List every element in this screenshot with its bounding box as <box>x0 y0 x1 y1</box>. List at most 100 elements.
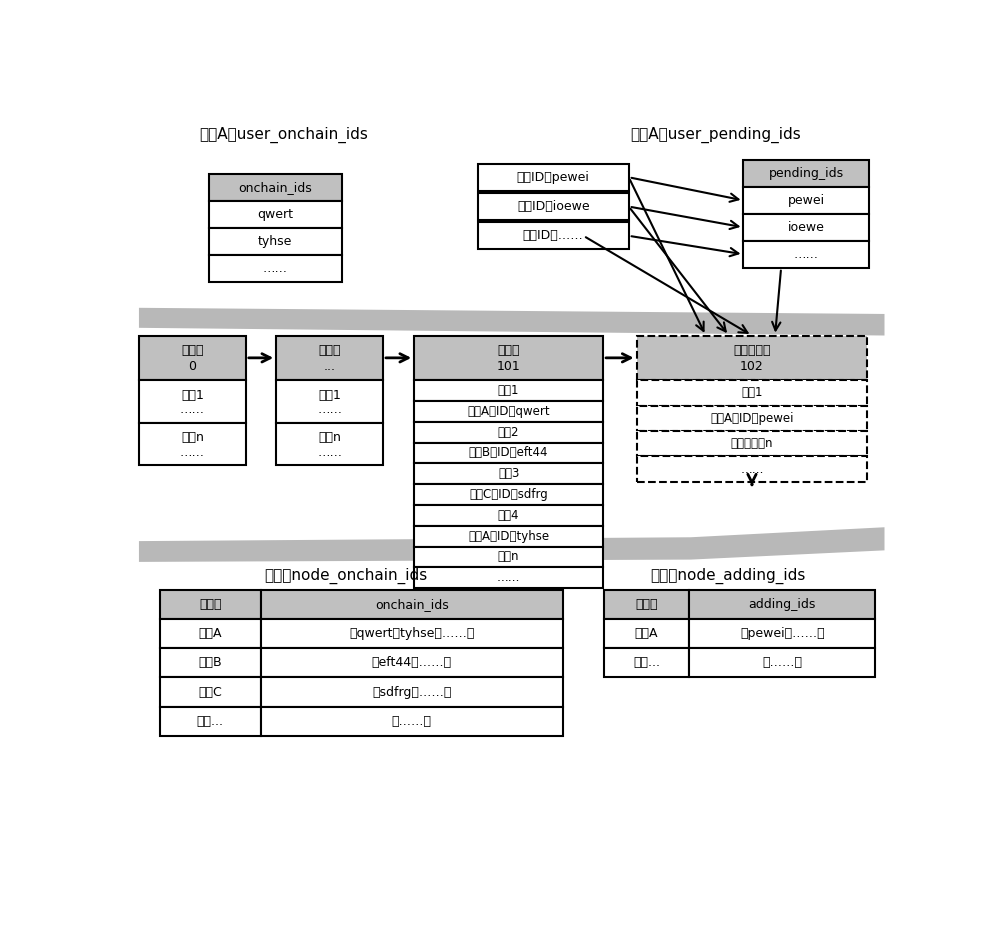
Bar <box>160 648 261 678</box>
Text: 用户...: 用户... <box>197 715 224 728</box>
Text: 交易n: 交易n <box>318 430 341 444</box>
Text: ...: ... <box>324 360 336 374</box>
Text: 交易4: 交易4 <box>498 509 519 521</box>
Text: 用户C: 用户C <box>198 685 222 699</box>
Bar <box>160 619 261 648</box>
Bar <box>261 590 563 619</box>
Bar <box>139 336 246 380</box>
Text: 交易n: 交易n <box>498 551 519 563</box>
Text: 用户A，ID：pewei: 用户A，ID：pewei <box>710 411 794 425</box>
Text: 待出块高度: 待出块高度 <box>733 344 771 356</box>
Text: 块高度: 块高度 <box>318 344 341 356</box>
Text: ……: …… <box>263 262 288 275</box>
Bar <box>689 590 875 619</box>
Text: pewei: pewei <box>788 194 825 207</box>
Bar <box>414 526 603 546</box>
Polygon shape <box>139 308 885 336</box>
Bar <box>478 193 629 220</box>
Bar <box>414 443 603 464</box>
Text: 交易1: 交易1 <box>498 384 519 397</box>
Text: 用户A，ID：qwert: 用户A，ID：qwert <box>467 405 550 418</box>
Text: 用户A的user_pending_ids: 用户A的user_pending_ids <box>630 127 801 143</box>
Text: ……: …… <box>497 572 520 584</box>
Text: 交易ID：pewei: 交易ID：pewei <box>517 171 590 184</box>
Text: 用户名: 用户名 <box>635 598 658 611</box>
Bar <box>414 464 603 484</box>
Bar <box>637 336 867 380</box>
Text: 交易ID：……: 交易ID：…… <box>523 229 584 243</box>
Text: 【sdfrg、……】: 【sdfrg、……】 <box>372 685 451 699</box>
Text: 交易3: 交易3 <box>498 467 519 481</box>
Bar <box>414 336 603 380</box>
Text: ……: …… <box>180 446 205 459</box>
Bar <box>209 228 342 255</box>
Text: 【eft44、……】: 【eft44、……】 <box>372 656 452 669</box>
Bar <box>276 423 383 465</box>
Text: 101: 101 <box>497 360 520 374</box>
Text: ……: …… <box>317 446 342 459</box>
Text: 用户A，ID：tyhse: 用户A，ID：tyhse <box>468 530 549 542</box>
Bar <box>160 678 261 706</box>
Text: 用户B: 用户B <box>198 656 222 669</box>
Bar <box>689 648 875 678</box>
Text: ioewe: ioewe <box>788 221 825 234</box>
Bar <box>637 456 867 482</box>
Text: 节点的node_adding_ids: 节点的node_adding_ids <box>650 568 806 584</box>
Bar <box>276 336 383 380</box>
Bar <box>160 590 261 619</box>
Text: 用户A: 用户A <box>635 627 658 640</box>
Text: adding_ids: adding_ids <box>749 598 816 611</box>
Bar <box>139 423 246 465</box>
Bar <box>261 648 563 678</box>
Bar <box>637 380 867 406</box>
Text: 交易n: 交易n <box>181 430 204 444</box>
Bar <box>478 223 629 249</box>
Bar <box>637 431 867 456</box>
Bar <box>276 380 383 423</box>
Text: 0: 0 <box>188 360 196 374</box>
Bar <box>637 406 867 431</box>
Text: 用户...: 用户... <box>633 656 660 669</box>
Text: 交易ID：ioewe: 交易ID：ioewe <box>517 200 590 213</box>
Text: ……: …… <box>317 403 342 416</box>
Text: ……: …… <box>794 247 819 261</box>
Text: 102: 102 <box>740 360 764 374</box>
Text: 【……】: 【……】 <box>392 715 432 728</box>
Text: 用户A的user_onchain_ids: 用户A的user_onchain_ids <box>199 127 368 143</box>
Text: 块高度: 块高度 <box>497 344 520 356</box>
Bar <box>209 173 342 201</box>
Text: 用户C，ID：sdfrg: 用户C，ID：sdfrg <box>469 488 548 501</box>
Polygon shape <box>139 527 885 562</box>
Text: ……: …… <box>740 463 764 476</box>
Bar <box>414 422 603 443</box>
Text: onchain_ids: onchain_ids <box>375 598 449 611</box>
Bar <box>743 241 869 267</box>
Bar <box>604 590 689 619</box>
Text: 交易1: 交易1 <box>741 387 763 399</box>
Text: qwert: qwert <box>257 208 293 221</box>
Bar <box>743 214 869 241</box>
Bar <box>139 380 246 423</box>
Bar <box>414 546 603 567</box>
Text: 交易2: 交易2 <box>498 426 519 439</box>
Bar <box>604 648 689 678</box>
Bar <box>209 255 342 282</box>
Bar <box>604 619 689 648</box>
Bar <box>414 380 603 401</box>
Bar <box>478 164 629 191</box>
Text: 节点的node_onchain_ids: 节点的node_onchain_ids <box>264 568 428 584</box>
Bar <box>261 619 563 648</box>
Text: 待添加交易n: 待添加交易n <box>731 437 773 450</box>
Bar <box>414 401 603 422</box>
Text: 用户名: 用户名 <box>199 598 222 611</box>
Bar <box>261 706 563 736</box>
Bar <box>414 484 603 505</box>
Text: 【pewei、……】: 【pewei、……】 <box>740 627 825 640</box>
Bar <box>160 706 261 736</box>
Bar <box>261 678 563 706</box>
Text: 交易1: 交易1 <box>318 389 341 402</box>
Text: 用户B，ID：eft44: 用户B，ID：eft44 <box>469 447 548 460</box>
Bar <box>689 619 875 648</box>
Text: 块高度: 块高度 <box>181 344 204 356</box>
Text: 用户A: 用户A <box>198 627 222 640</box>
